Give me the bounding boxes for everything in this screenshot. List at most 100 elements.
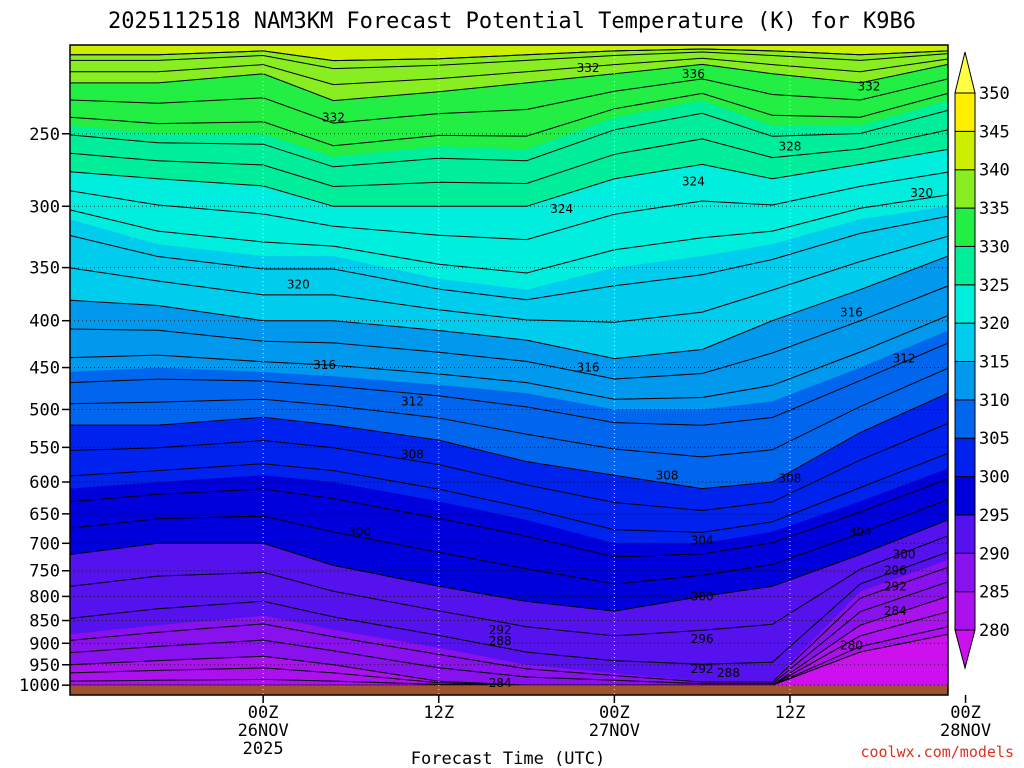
contour-320	[70, 255, 948, 360]
contour-label: 284	[489, 676, 512, 690]
colorbar-label: 310	[979, 391, 1010, 411]
colorbar-label: 300	[979, 468, 1010, 488]
colorbar-label: 285	[979, 583, 1010, 603]
contour-332	[70, 129, 948, 188]
contour-308	[70, 422, 948, 512]
contour-label: 320	[287, 277, 310, 291]
colorbar-top-arrow	[954, 51, 976, 94]
contour-label: 308	[401, 448, 424, 462]
colorbar-label: 325	[979, 276, 1010, 296]
x-tick-label: 28NOV	[940, 721, 991, 741]
contour-label: 300	[348, 525, 371, 539]
colorbar-label: 295	[979, 506, 1010, 526]
y-tick-label: 600	[29, 473, 60, 493]
contour-label: 296	[884, 564, 907, 578]
x-tick-label: 00Z	[950, 703, 981, 723]
x-tick-label: 12Z	[423, 703, 454, 723]
contour-294	[70, 566, 948, 683]
colorbar-label: 335	[979, 199, 1010, 219]
contour-328	[70, 171, 948, 241]
x-tick-label: 26NOV	[238, 721, 289, 741]
colorbar-box	[954, 552, 976, 593]
y-tick-label: 700	[29, 534, 60, 554]
colorbar-label: 290	[979, 544, 1010, 564]
contour-340	[70, 63, 948, 102]
colorbar-box	[954, 169, 976, 209]
contour-label: 292	[489, 623, 512, 637]
x-tick-label: 12Z	[775, 703, 806, 723]
contour-label: 332	[858, 80, 881, 94]
x-tick-label: 00Z	[599, 703, 630, 723]
colorbar-bottom-arrow	[954, 629, 976, 670]
contour-label: 332	[577, 61, 600, 75]
contour-label: 332	[322, 111, 345, 125]
colorbar-label: 280	[979, 621, 1010, 641]
y-tick-label: 300	[29, 197, 60, 217]
contour-label: 308	[779, 472, 802, 486]
y-tick-label: 400	[29, 312, 60, 332]
contour-316	[70, 315, 948, 400]
plot-area: 3323243203163123083002922882843323163083…	[70, 45, 948, 695]
contour-label: 304	[691, 533, 714, 547]
contour-label: 308	[656, 468, 679, 482]
contour-label: 288	[717, 666, 740, 680]
contour-label: 316	[577, 361, 600, 375]
contour-312	[70, 367, 948, 458]
x-tick-label: 2025	[243, 739, 284, 759]
contour-label: 312	[401, 394, 424, 408]
contour-326	[70, 194, 948, 274]
contour-label: 304	[849, 525, 872, 539]
contour-324	[70, 215, 948, 301]
contour-label: 300	[893, 548, 916, 562]
colorbar-box	[954, 437, 976, 478]
contour-344	[70, 51, 948, 70]
contour-label: 292	[691, 662, 714, 676]
y-tick-label: 250	[29, 125, 60, 145]
colorbar-label: 350	[979, 84, 1010, 104]
colorbar-label: 315	[979, 353, 1010, 373]
y-tick-label: 650	[29, 505, 60, 525]
colorbar-box	[954, 591, 976, 631]
contour-label: 312	[893, 352, 916, 366]
ground-strip	[70, 685, 948, 695]
colorbar-box	[954, 207, 976, 247]
contour-300	[70, 519, 948, 612]
contour-298	[70, 535, 948, 637]
credit-text: coolwx.com/models	[860, 743, 1014, 761]
y-tick-label: 1000	[19, 676, 60, 696]
contour-label: 292	[884, 579, 907, 593]
x-axis-label: Forecast Time (UTC)	[411, 749, 605, 768]
contour-label: 328	[779, 139, 802, 153]
y-tick-label: 850	[29, 612, 60, 632]
contour-label: 288	[489, 634, 512, 648]
y-tick-label: 450	[29, 359, 60, 379]
contour-296	[70, 551, 948, 665]
contour-292	[70, 581, 948, 685]
contour-336	[70, 92, 948, 147]
colorbar-label: 320	[979, 314, 1010, 334]
colorbar-label: 330	[979, 237, 1010, 257]
theta-band-345	[70, 45, 948, 61]
contour-338	[70, 78, 948, 124]
y-tick-label: 800	[29, 587, 60, 607]
contour-310	[70, 392, 948, 490]
contour-322	[70, 235, 948, 323]
x-tick-label: 00Z	[248, 703, 279, 723]
colorbar-label: 345	[979, 122, 1010, 142]
y-tick-label: 750	[29, 562, 60, 582]
contour-label: 336	[682, 67, 705, 81]
contour-label: 296	[691, 632, 714, 646]
axes: 2503003504004505005506006507007508008509…	[19, 44, 991, 759]
contour-306	[70, 452, 948, 533]
contour-label: 320	[910, 186, 933, 200]
contour-label: 284	[884, 604, 907, 618]
contour-302	[70, 498, 948, 585]
colorbar-box	[954, 284, 976, 324]
contour-label: 316	[313, 358, 336, 372]
colorbar-box	[954, 245, 976, 286]
chart-title: 2025112518 NAM3KM Forecast Potential Tem…	[108, 9, 916, 34]
y-tick-label: 950	[29, 656, 60, 676]
contour-348	[70, 48, 948, 62]
colorbar-box	[954, 92, 976, 132]
